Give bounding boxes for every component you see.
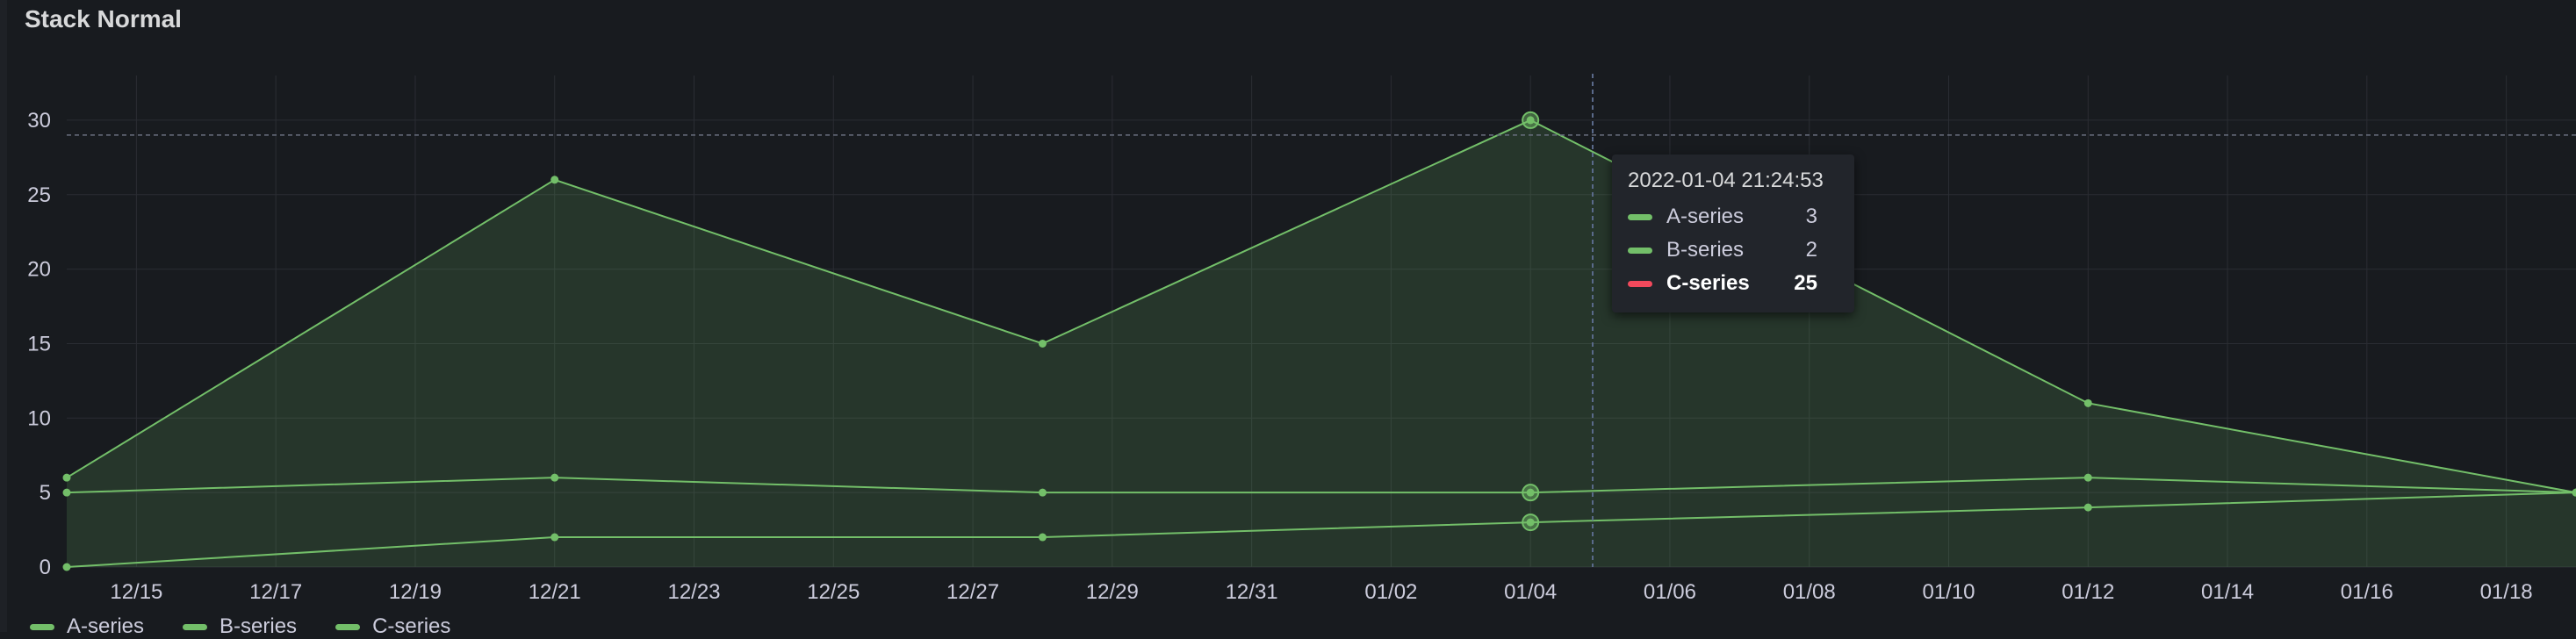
tooltip-timestamp: 2022-01-04 21:24:53 xyxy=(1628,169,1838,193)
data-point xyxy=(63,564,71,571)
tooltip-series-name: A-series xyxy=(1666,205,1779,229)
legend-color-swatch-icon xyxy=(183,624,207,630)
tooltip-series-name: B-series xyxy=(1666,238,1779,262)
legend-item-a-series[interactable]: A-series xyxy=(30,614,144,639)
x-tick-label: 12/21 xyxy=(529,580,581,604)
tooltip-series-value: 2 xyxy=(1779,238,1817,262)
chart-legend: A-series B-series C-series xyxy=(30,614,489,639)
legend-label: B-series xyxy=(219,614,297,639)
x-tick-label: 12/25 xyxy=(807,580,860,604)
legend-item-b-series[interactable]: B-series xyxy=(183,614,297,639)
hover-point-marker xyxy=(1522,485,1538,500)
series-color-swatch-icon xyxy=(1628,248,1652,254)
data-point xyxy=(2084,504,2092,512)
x-tick-label: 12/29 xyxy=(1086,580,1139,604)
y-tick-label: 10 xyxy=(27,406,51,430)
y-tick-label: 5 xyxy=(40,481,51,505)
x-tick-label: 12/23 xyxy=(667,580,720,604)
hover-point-marker xyxy=(1522,112,1538,128)
data-point xyxy=(2084,399,2092,407)
data-point xyxy=(1039,340,1047,348)
x-tick-label: 01/14 xyxy=(2201,580,2254,604)
x-tick-label: 12/19 xyxy=(389,580,442,604)
data-point xyxy=(550,176,558,183)
y-tick-label: 30 xyxy=(27,109,51,133)
data-point xyxy=(1039,534,1047,542)
x-tick-label: 01/16 xyxy=(2341,580,2393,604)
y-tick-label: 0 xyxy=(40,556,51,579)
series-color-swatch-icon xyxy=(1628,214,1652,220)
x-tick-label: 01/04 xyxy=(1504,580,1557,604)
x-tick-label: 01/08 xyxy=(1783,580,1836,604)
tooltip-row-c: C-series 25 xyxy=(1628,267,1838,300)
legend-item-c-series[interactable]: C-series xyxy=(335,614,450,639)
x-tick-label: 12/15 xyxy=(110,580,162,604)
legend-color-swatch-icon xyxy=(30,624,54,630)
legend-label: A-series xyxy=(67,614,144,639)
data-point xyxy=(63,474,71,482)
series-color-swatch-icon xyxy=(1628,281,1652,287)
hover-tooltip: 2022-01-04 21:24:53 A-series 3 B-series … xyxy=(1612,154,1854,312)
y-tick-label: 20 xyxy=(27,258,51,282)
y-tick-label: 15 xyxy=(27,332,51,355)
hover-point-marker xyxy=(1522,514,1538,530)
x-tick-label: 01/18 xyxy=(2480,580,2533,604)
x-tick-label: 01/10 xyxy=(1922,580,1975,604)
legend-color-swatch-icon xyxy=(335,624,360,630)
data-point xyxy=(2084,474,2092,482)
y-tick-label: 25 xyxy=(27,183,51,207)
x-tick-label: 12/31 xyxy=(1226,580,1278,604)
data-point xyxy=(1039,489,1047,497)
series-area xyxy=(67,120,2576,492)
data-point xyxy=(63,489,71,497)
tooltip-series-value: 25 xyxy=(1779,271,1817,296)
x-tick-label: 01/06 xyxy=(1644,580,1696,604)
tooltip-series-name: C-series xyxy=(1666,271,1779,296)
x-tick-label: 01/12 xyxy=(2062,580,2114,604)
legend-label: C-series xyxy=(372,614,450,639)
x-tick-label: 01/02 xyxy=(1364,580,1417,604)
tooltip-row-a: A-series 3 xyxy=(1628,200,1838,233)
tooltip-series-value: 3 xyxy=(1779,205,1817,229)
tooltip-row-b: B-series 2 xyxy=(1628,233,1838,267)
x-tick-label: 12/17 xyxy=(249,580,302,604)
data-point xyxy=(550,474,558,482)
data-point xyxy=(550,534,558,542)
x-tick-label: 12/27 xyxy=(946,580,999,604)
